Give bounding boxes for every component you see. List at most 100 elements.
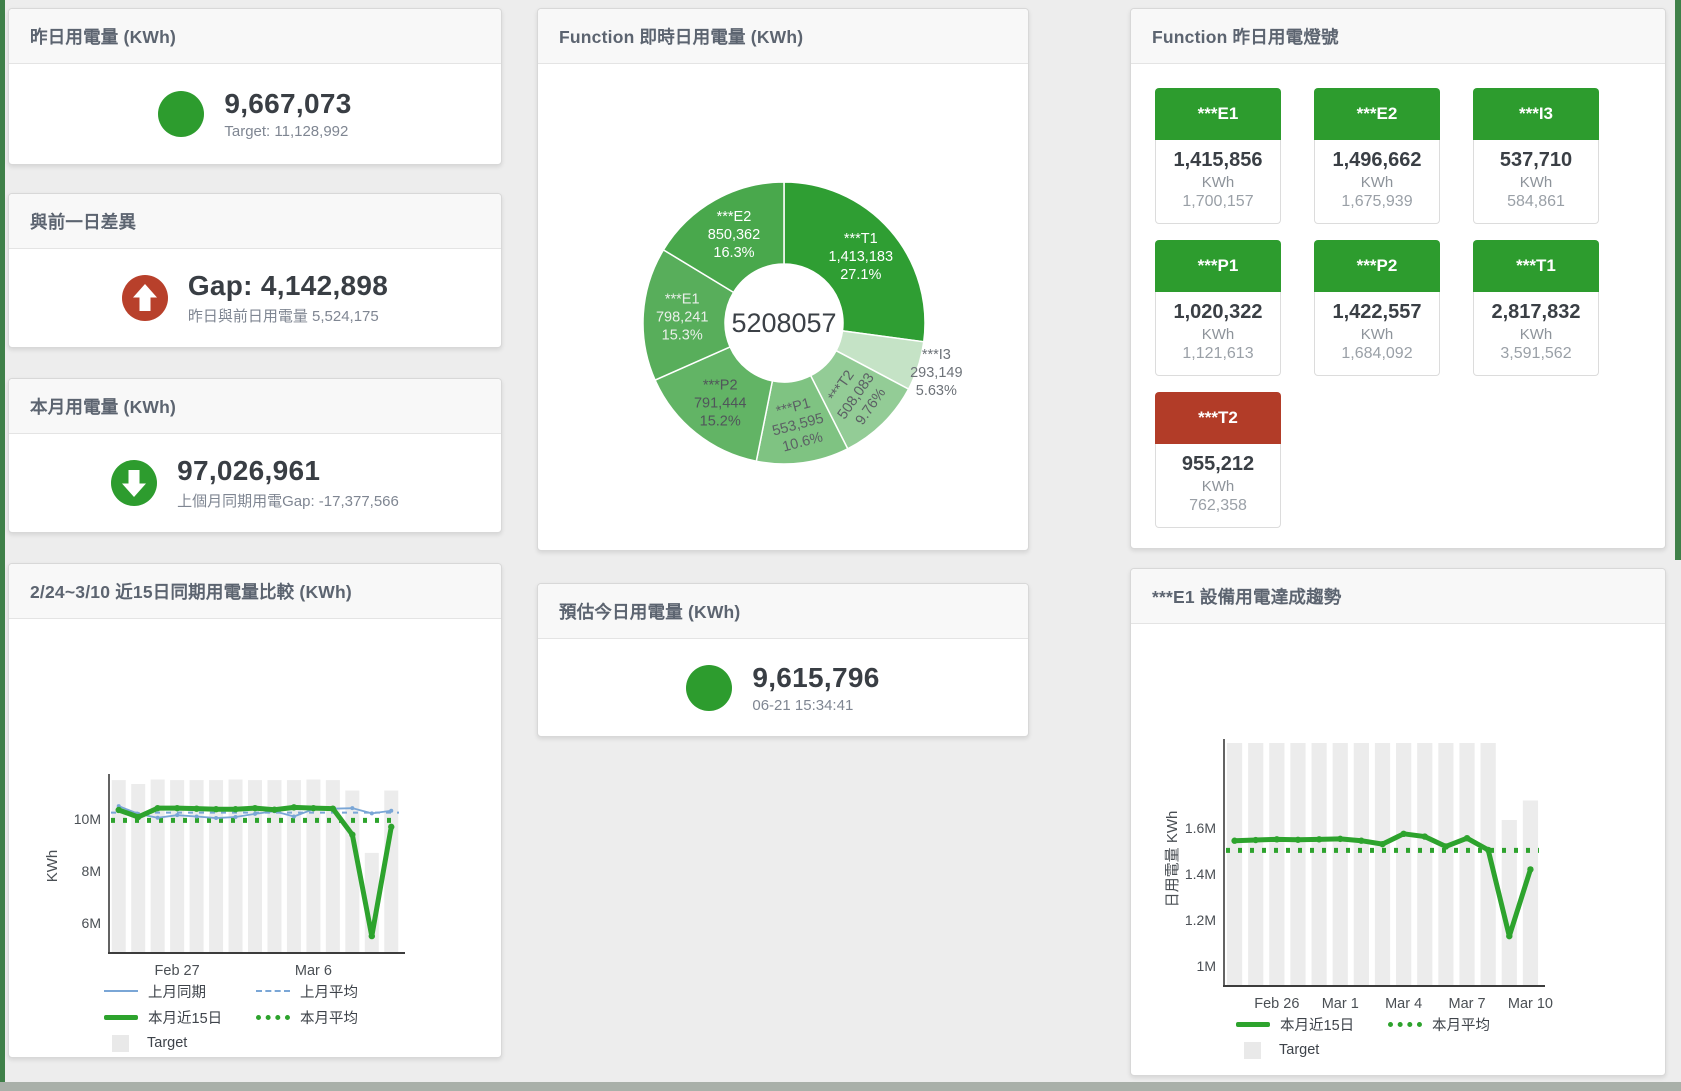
data-point[interactable]: [232, 806, 239, 813]
data-point[interactable]: [154, 804, 161, 812]
data-point[interactable]: [368, 932, 375, 940]
donut-slice[interactable]: [654, 345, 774, 463]
panel-header[interactable]: 與前一日差異: [9, 194, 501, 249]
legend-item[interactable]: 本月近15日: [1236, 1013, 1388, 1035]
target-bar: [150, 779, 165, 953]
data-point[interactable]: [290, 804, 298, 811]
donut-slice[interactable]: [662, 181, 785, 294]
legend-swatch-line-green: [1236, 1021, 1270, 1027]
data-point[interactable]: [1294, 836, 1302, 843]
data-point[interactable]: [369, 811, 374, 816]
target-bar: [1290, 743, 1306, 986]
data-point[interactable]: [194, 814, 199, 819]
target-bar: [228, 779, 243, 953]
data-point[interactable]: [1337, 835, 1344, 843]
target-bar: [267, 780, 282, 953]
tile-status-header: ***E1: [1155, 88, 1281, 140]
data-point[interactable]: [1484, 846, 1492, 854]
device-tile-grid: ***E1 1,415,856 KWh 1,700,157 ***E2 1,496,662…: [1155, 88, 1599, 528]
data-point[interactable]: [1421, 833, 1428, 840]
data-point[interactable]: [291, 814, 296, 819]
arrow-up-circle-icon: [121, 275, 168, 321]
panel-header[interactable]: Function 即時日用電量 (KWh): [538, 9, 1028, 64]
target-bar: [247, 780, 263, 953]
panel-title: Function 即時日用電量 (KWh): [559, 26, 804, 47]
donut-slice[interactable]: [783, 181, 926, 343]
data-point[interactable]: [1400, 830, 1407, 838]
green-circle-icon: [686, 664, 733, 711]
tile-value: 1,496,662: [1332, 149, 1422, 171]
tile-target-value: 584,861: [1507, 193, 1565, 210]
panel-title: Function 昨日用電燈號: [1152, 26, 1339, 47]
tile-body: 955,212 KWh 762,358: [1155, 444, 1281, 528]
e1-trend-chart[interactable]: 1M 1.2M 1.4M 1.6M Feb 26 Mar 1 Mar 4 Mar 7 Mar 1…: [1131, 624, 1667, 1024]
panel-title: 本月用電量 (KWh): [30, 396, 177, 417]
data-point[interactable]: [1463, 834, 1471, 842]
usage-compare-chart[interactable]: 6M 8M 10M Feb 27 Mar 6 KWh: [9, 619, 501, 979]
data-point[interactable]: [212, 806, 220, 813]
data-point[interactable]: [173, 804, 181, 812]
data-point[interactable]: [1527, 866, 1534, 873]
stat-text: 97,026,961 上個月同期用電Gap: -17,377,566: [177, 455, 399, 511]
panel-header[interactable]: 昨日用電量 (KWh): [9, 9, 501, 64]
panel-header[interactable]: Function 昨日用電燈號: [1131, 9, 1665, 64]
target-bar: [1459, 743, 1475, 986]
legend-item[interactable]: 上月同期: [104, 980, 256, 1002]
legend-label: 上月平均: [300, 984, 358, 1001]
target-bar: [1374, 743, 1391, 986]
data-point[interactable]: [1252, 836, 1259, 844]
device-tile: ***P2 1,422,557 KWh 1,684,092: [1314, 240, 1440, 376]
data-point[interactable]: [350, 806, 355, 811]
data-point[interactable]: [1442, 843, 1450, 850]
legend-item[interactable]: 本月平均: [256, 1006, 408, 1028]
stat-body: 9,615,796 06-21 15:34:41: [538, 639, 1028, 736]
device-tile: ***E2 1,496,662 KWh 1,675,939: [1314, 88, 1440, 224]
data-point[interactable]: [1358, 837, 1365, 844]
donut-slice[interactable]: [642, 248, 735, 382]
legend-item[interactable]: 上月平均: [256, 980, 408, 1002]
y-axis-label: KWh: [44, 850, 61, 883]
data-point[interactable]: [1231, 837, 1238, 844]
panel-header[interactable]: 2/24~3/10 近15日同期用電量比較 (KWh): [9, 564, 501, 619]
panel-header[interactable]: 本月用電量 (KWh): [9, 379, 501, 434]
data-point[interactable]: [310, 804, 317, 812]
data-point[interactable]: [233, 815, 238, 820]
data-point[interactable]: [251, 804, 259, 812]
data-point[interactable]: [115, 806, 122, 814]
legend-item[interactable]: 本月近15日: [104, 1006, 256, 1028]
data-point[interactable]: [1506, 932, 1513, 940]
data-point[interactable]: [271, 806, 278, 813]
tile-target-value: 762,358: [1189, 497, 1247, 514]
data-point[interactable]: [389, 808, 394, 813]
x-tick-label: Mar 6: [295, 963, 332, 979]
data-point[interactable]: [175, 813, 180, 818]
donut-center-total: 5208057: [731, 308, 836, 338]
y-tick-label: 10M: [74, 811, 101, 827]
panel-status-lights: Function 昨日用電燈號 ***E1 1,415,856 KWh 1,700,1…: [1130, 8, 1666, 549]
data-point[interactable]: [155, 815, 160, 820]
data-point[interactable]: [1379, 840, 1386, 848]
stat-subtext: 06-21 15:34:41: [752, 696, 854, 714]
panel-header[interactable]: ***E1 設備用電達成趨勢: [1131, 569, 1665, 624]
data-point[interactable]: [253, 811, 257, 816]
panel-title: 與前一日差異: [30, 211, 137, 232]
y-tick-label: 8M: [82, 863, 101, 879]
chart-legend: 本月近15日 本月平均 Target: [1236, 1013, 1540, 1061]
realtime-usage-donut-chart[interactable]: ***T1 1,413,183 27.1%***I3 293,149 5.63%***T…: [538, 64, 1030, 552]
tile-unit: KWh: [1360, 174, 1394, 191]
data-point[interactable]: [1273, 836, 1281, 843]
panel-title: 2/24~3/10 近15日同期用電量比較 (KWh): [30, 581, 352, 602]
data-point[interactable]: [349, 831, 356, 838]
data-point[interactable]: [1315, 836, 1323, 843]
data-point[interactable]: [193, 805, 200, 812]
legend-item[interactable]: 本月平均: [1388, 1013, 1540, 1035]
legend-item[interactable]: Target: [104, 1032, 256, 1054]
legend-item[interactable]: Target: [1236, 1039, 1388, 1061]
panel-header[interactable]: 預估今日用電量 (KWh): [538, 584, 1028, 639]
data-point[interactable]: [388, 823, 395, 831]
legend-label: 本月平均: [300, 1010, 358, 1027]
data-point[interactable]: [329, 805, 337, 812]
data-point[interactable]: [214, 816, 219, 821]
data-point[interactable]: [135, 813, 142, 821]
target-bar: [1522, 800, 1539, 986]
